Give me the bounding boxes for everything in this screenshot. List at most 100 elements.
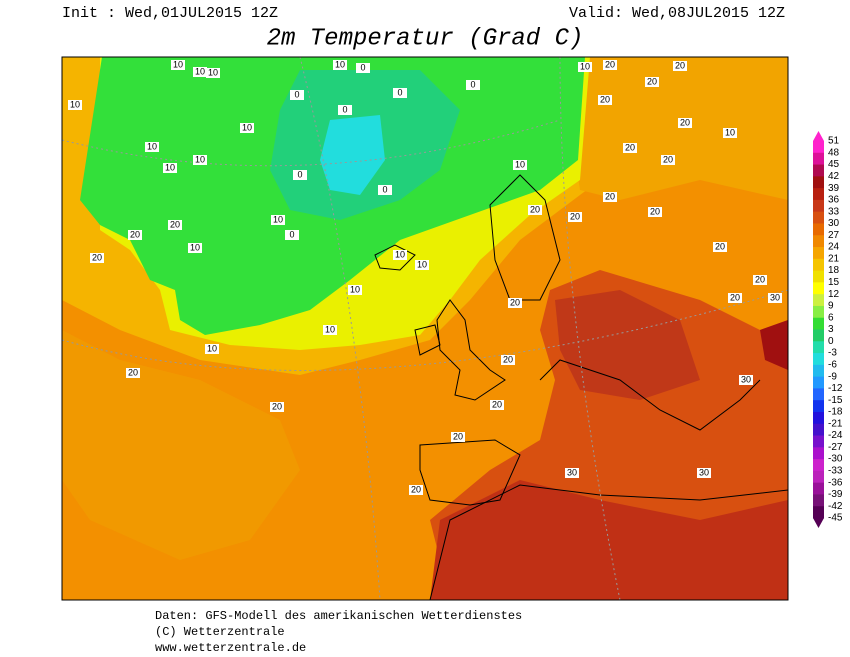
colorbar-label: -9 <box>828 371 837 382</box>
contour-label: 20 <box>605 191 615 201</box>
mild-field <box>560 57 788 200</box>
map-frame <box>61 56 789 601</box>
contour-label: 10 <box>190 242 200 252</box>
contour-label: 10 <box>70 99 80 109</box>
colorbar-swatch <box>813 411 824 425</box>
colorbar-label: 24 <box>828 242 840 253</box>
colorbar-swatch <box>813 482 824 495</box>
contour-label: 30 <box>567 467 577 477</box>
contour-label: 10 <box>147 141 157 151</box>
contour-label: 10 <box>242 122 252 132</box>
contour-label-box <box>603 192 617 202</box>
contour-label: 20 <box>715 241 725 251</box>
colorbar-swatch <box>813 199 824 213</box>
contour-label-box <box>393 88 407 98</box>
contour-label-box <box>603 60 617 70</box>
colorbar-swatch <box>813 364 824 378</box>
contour-label-box <box>163 163 177 173</box>
colorbar-label: -27 <box>828 442 843 453</box>
contour-label: 0 <box>470 79 475 89</box>
contour-label: 10 <box>195 154 205 164</box>
contour-label: 10 <box>395 249 405 259</box>
coastline <box>489 174 561 301</box>
contour-label: 20 <box>650 206 660 216</box>
colorbar-swatch <box>813 305 824 319</box>
colorbar-label: 36 <box>828 195 840 206</box>
contour-label-box <box>271 215 285 225</box>
contour-label: 20 <box>730 292 740 302</box>
colorbar-swatch <box>813 141 824 154</box>
colorbar-swatch <box>813 400 824 413</box>
init-time: Init : Wed,01JUL2015 12Z <box>62 5 278 22</box>
contour-label-box <box>168 220 182 230</box>
contour-label-box <box>240 123 254 133</box>
colorbar-swatch <box>813 164 824 177</box>
contour-label: 20 <box>453 431 463 441</box>
colorbar-swatch <box>813 447 824 460</box>
contour-label-box <box>513 160 527 170</box>
colorbar-swatch <box>813 270 824 283</box>
contour-label-box <box>598 95 612 105</box>
graticule <box>62 119 561 167</box>
contour-label: 10 <box>417 259 427 269</box>
colorbar-swatch <box>813 235 824 248</box>
contour-label-box <box>673 61 687 71</box>
contour-label-box <box>285 230 299 240</box>
contour-label: 10 <box>325 324 335 334</box>
contour-label: 10 <box>165 162 175 172</box>
contour-label: 20 <box>411 484 421 494</box>
contour-label: 0 <box>342 104 347 114</box>
contour-label: 20 <box>755 274 765 284</box>
contour-label-box <box>466 80 480 90</box>
contour-label: 20 <box>530 204 540 214</box>
colorbar-swatch <box>813 317 824 330</box>
contour-label-box <box>739 375 753 385</box>
contour-label-box <box>193 67 207 77</box>
contour-label-box <box>723 128 737 138</box>
colorbar-label: -33 <box>828 466 843 477</box>
colorbar-label: -15 <box>828 395 843 406</box>
contour-label-box <box>206 68 220 78</box>
contour-label-box <box>90 253 104 263</box>
contour-label: 20 <box>503 354 513 364</box>
contour-label: 10 <box>335 59 345 69</box>
colorbar-label: -6 <box>828 359 837 370</box>
colorbar-swatch <box>813 459 824 472</box>
colorbar-label: -30 <box>828 454 843 465</box>
contour-label: 20 <box>492 399 502 409</box>
contour-label: 10 <box>173 59 183 69</box>
contour-label-box <box>768 293 782 303</box>
coastline <box>374 244 416 271</box>
colorbar-label: 27 <box>828 230 840 241</box>
contour-label-box <box>409 485 423 495</box>
contour-label: 0 <box>294 89 299 99</box>
contour-label: 20 <box>170 219 180 229</box>
contour-label-box <box>293 170 307 180</box>
contour-label-box <box>528 205 542 215</box>
contour-label-box <box>753 275 767 285</box>
mild-field <box>62 330 300 560</box>
contour-label-box <box>568 212 582 222</box>
contour-label-box <box>713 242 727 252</box>
contour-label-box <box>645 77 659 87</box>
colorbar-label: 12 <box>828 289 840 300</box>
colorbar-label: -36 <box>828 477 843 488</box>
contour-label-box <box>378 185 392 195</box>
contour-label-box <box>323 325 337 335</box>
colorbar-label: 39 <box>828 183 840 194</box>
contour-label-box <box>623 143 637 153</box>
contour-label-box <box>348 285 362 295</box>
colorbar-swatch <box>813 329 824 342</box>
colorbar-swatch <box>813 188 824 201</box>
colorbar-label: -12 <box>828 383 843 394</box>
contour-label: 20 <box>680 117 690 127</box>
coastline <box>429 484 788 600</box>
colorbar-label: 30 <box>828 218 840 229</box>
colorbar-swatch <box>813 258 824 272</box>
contour-label: 20 <box>605 59 615 69</box>
contour-label: 20 <box>570 211 580 221</box>
contour-label-box <box>678 118 692 128</box>
contour-label: 10 <box>207 343 217 353</box>
